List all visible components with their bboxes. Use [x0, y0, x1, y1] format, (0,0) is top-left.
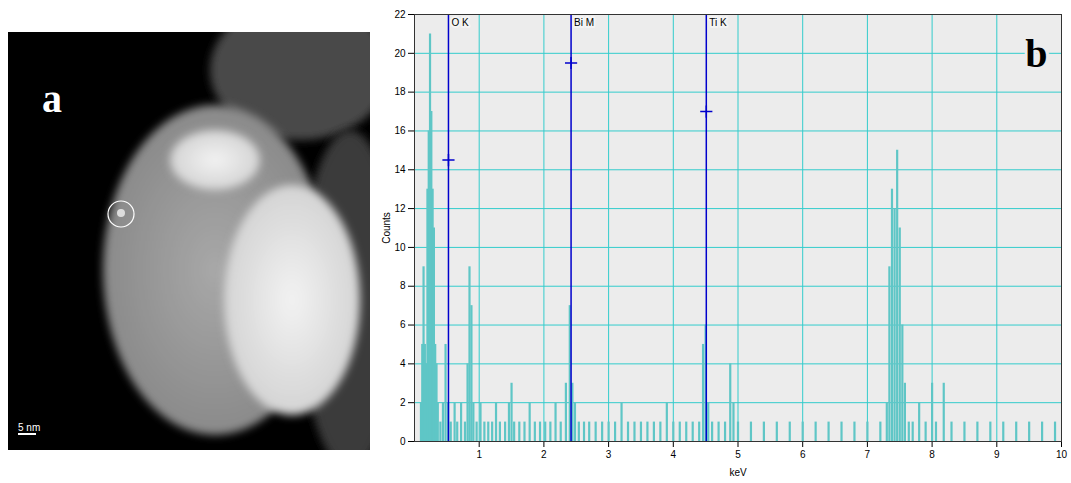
- svg-text:14: 14: [394, 164, 406, 175]
- svg-text:keV: keV: [729, 467, 747, 478]
- svg-text:1: 1: [476, 449, 482, 460]
- svg-text:16: 16: [394, 125, 406, 136]
- svg-text:22: 22: [394, 9, 406, 20]
- svg-text:10: 10: [394, 242, 406, 253]
- svg-text:0: 0: [400, 436, 406, 447]
- svg-text:5 nm: 5 nm: [18, 422, 40, 433]
- svg-text:12: 12: [394, 203, 406, 214]
- svg-text:6: 6: [400, 319, 406, 330]
- svg-text:8: 8: [929, 449, 935, 460]
- svg-text:Counts: Counts: [381, 212, 392, 244]
- svg-text:3: 3: [606, 449, 612, 460]
- svg-text:10: 10: [1056, 449, 1068, 460]
- svg-text:9: 9: [994, 449, 1000, 460]
- svg-text:2: 2: [400, 397, 406, 408]
- svg-text:b: b: [1025, 31, 1047, 76]
- svg-text:5: 5: [735, 449, 741, 460]
- svg-text:Ti K: Ti K: [709, 17, 727, 28]
- svg-text:20: 20: [394, 48, 406, 59]
- svg-text:7: 7: [865, 449, 871, 460]
- svg-text:4: 4: [400, 358, 406, 369]
- svg-text:6: 6: [800, 449, 806, 460]
- svg-text:8: 8: [400, 280, 406, 291]
- svg-text:a: a: [42, 76, 62, 121]
- svg-text:4: 4: [671, 449, 677, 460]
- svg-text:18: 18: [394, 86, 406, 97]
- svg-text:O K: O K: [451, 17, 469, 28]
- svg-text:2: 2: [541, 449, 547, 460]
- svg-text:Bi M: Bi M: [574, 17, 594, 28]
